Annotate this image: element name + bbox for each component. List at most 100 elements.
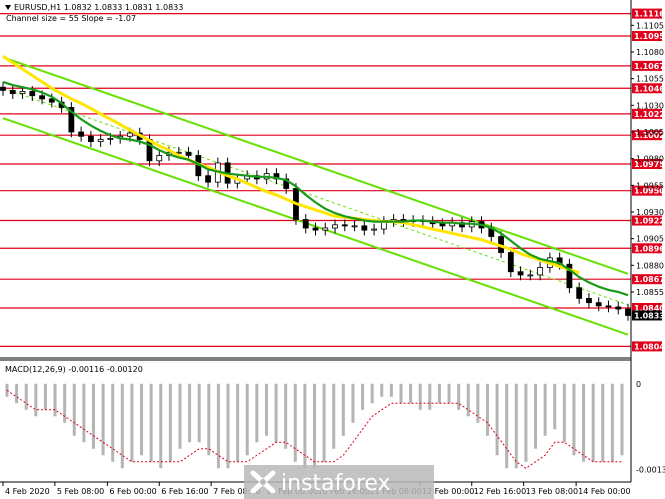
macd-bar xyxy=(15,383,19,404)
macd-bar xyxy=(111,383,115,462)
candle-body xyxy=(107,137,114,140)
macd-bar xyxy=(284,383,288,449)
time-tick-label: 6 Feb 00:00 xyxy=(109,487,156,496)
price-tick-label: 1.0880 xyxy=(636,261,664,270)
macd-bar xyxy=(476,383,480,423)
candle-body xyxy=(185,151,192,156)
level-label-1.0950: 1.0950 xyxy=(634,187,665,196)
candle-body xyxy=(595,302,602,307)
candle-body xyxy=(332,224,338,229)
price-pane[interactable]: 1.1116 1.1095 1.1067 1.1046 1.1022 1.1002 1.09… xyxy=(0,3,665,352)
candle-body xyxy=(615,306,622,310)
macd-bar xyxy=(245,383,249,456)
level-label-bg-1.1095 xyxy=(632,31,662,41)
macd-bar xyxy=(524,383,528,462)
candle-body xyxy=(605,305,612,308)
moving-average-green xyxy=(2,80,629,297)
macd-bar xyxy=(601,383,605,462)
time-tick-label: 12 Feb 16:00 xyxy=(474,487,526,496)
macd-bar xyxy=(24,383,28,410)
candle-body xyxy=(9,90,16,95)
macd-bar xyxy=(168,383,172,462)
macd-signal-line xyxy=(6,389,622,469)
candle-body xyxy=(625,308,631,316)
level-label-bg-1.0804 xyxy=(632,341,662,352)
macd-bar xyxy=(610,383,614,462)
level-label-bg-1.0950 xyxy=(632,185,662,196)
macd-bar xyxy=(188,383,192,443)
channel-upper-line xyxy=(2,56,629,275)
level-label-1.0840: 1.0840 xyxy=(634,304,665,313)
macd-bar xyxy=(313,383,316,469)
level-label-1.0804: 1.0804 xyxy=(634,342,665,351)
macd-pane[interactable]: 0 -0.00132 MACD(12,26,9) -0.00116 -0.0012… xyxy=(5,365,665,475)
level-label-bg-1.1022 xyxy=(632,108,662,119)
macd-bar xyxy=(505,383,509,469)
macd-tick-label: -0.00132 xyxy=(636,466,665,475)
macd-bar xyxy=(380,383,384,397)
symbol-header: EURUSD,H1 1.0832 1.0833 1.0831 1.0833 xyxy=(14,3,183,12)
macd-bar xyxy=(255,383,259,443)
level-label-bg-1.1116 xyxy=(632,8,662,19)
macd-bar xyxy=(457,383,461,410)
macd-bar xyxy=(389,383,393,397)
macd-bar xyxy=(591,383,595,462)
candle-body xyxy=(29,91,36,97)
level-labels: 1.1116 1.1095 1.1067 1.1046 1.1022 1.1002 1.09… xyxy=(632,8,665,352)
macd-bar xyxy=(322,383,326,462)
macd-bar xyxy=(553,383,557,430)
macd-bar xyxy=(485,383,489,436)
channel-mid-line xyxy=(2,87,629,306)
macd-bar xyxy=(91,383,95,449)
macd-axis-ticks: 0 -0.00132 xyxy=(636,380,665,475)
macd-bar xyxy=(399,383,403,404)
level-label-bg-1.0867 xyxy=(632,274,662,285)
candle-body xyxy=(361,225,368,231)
instaforex-logo-icon xyxy=(250,470,276,494)
macd-bar xyxy=(264,383,268,436)
price-tick-label: 1.0905 xyxy=(636,235,664,244)
macd-bar xyxy=(514,383,518,469)
level-label-1.0896: 1.0896 xyxy=(634,244,665,253)
macd-bar xyxy=(332,383,336,449)
macd-bar xyxy=(207,383,211,456)
macd-bar xyxy=(236,383,240,462)
macd-tick-label: 0 xyxy=(636,380,641,389)
level-label-1.1046: 1.1046 xyxy=(634,84,665,93)
macd-bar xyxy=(178,383,182,449)
macd-histogram xyxy=(5,383,624,469)
price-tick-label: 1.0955 xyxy=(636,181,664,190)
level-label-1.1002: 1.1002 xyxy=(634,131,665,140)
macd-bar xyxy=(361,383,365,410)
candle-body xyxy=(439,223,446,227)
macd-title: MACD(12,26,9) -0.00116 -0.00120 xyxy=(5,365,143,374)
candle-body xyxy=(576,287,583,299)
macd-bar xyxy=(274,383,278,443)
macd-bar xyxy=(303,383,307,469)
price-tick-label: 1.1105 xyxy=(636,21,664,30)
price-tick-label: 1.0980 xyxy=(636,155,664,164)
macd-bar xyxy=(543,383,547,436)
candle-body xyxy=(517,271,524,276)
macd-bar xyxy=(5,383,9,397)
macd-bar xyxy=(370,383,374,404)
candle-body xyxy=(566,263,573,289)
candle-body xyxy=(537,267,544,276)
candle-body xyxy=(48,98,55,103)
level-label-bg-1.1002 xyxy=(632,130,662,141)
candle-body xyxy=(78,131,85,137)
level-label-1.1067: 1.1067 xyxy=(634,62,665,71)
candle-body xyxy=(0,86,6,91)
level-label-bg-1.0896 xyxy=(632,243,662,254)
macd-bar xyxy=(72,383,76,436)
level-label-1.0922: 1.0922 xyxy=(634,217,665,226)
candle-body xyxy=(205,175,211,183)
price-tick-label: 1.1005 xyxy=(636,128,664,137)
macd-bar xyxy=(582,383,586,462)
time-tick-label: 12 Feb 00:00 xyxy=(422,487,474,496)
current-price-marker: 1.0833 xyxy=(632,310,665,321)
macd-bar xyxy=(534,383,538,449)
candle-body xyxy=(371,228,377,231)
macd-bar xyxy=(53,383,57,417)
channel-header: Channel size = 55 Slope = -1.07 xyxy=(6,14,136,23)
